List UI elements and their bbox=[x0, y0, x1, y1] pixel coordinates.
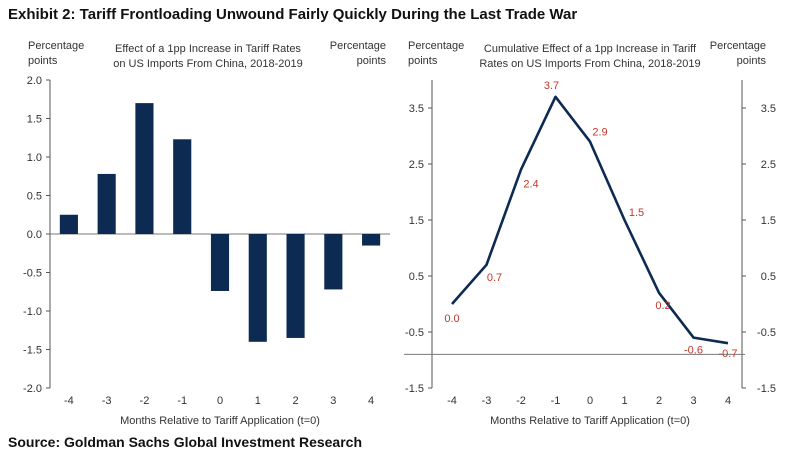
bar bbox=[59, 214, 78, 234]
line-ytick-label-right: 0.5 bbox=[761, 271, 776, 283]
bar-xtick-label: -4 bbox=[64, 395, 74, 407]
line-xtick-label: -3 bbox=[482, 395, 492, 407]
line-xtick-label: -1 bbox=[551, 395, 561, 407]
bar-ytick-label: 0.0 bbox=[27, 229, 42, 241]
bar-chart-title-line-2: on US Imports From China, 2018-2019 bbox=[113, 58, 303, 70]
bar-chart-ylabel-right-line-1: Percentage bbox=[330, 40, 386, 52]
line-ytick-label-right: 1.5 bbox=[761, 215, 776, 227]
line-xtick-label: -4 bbox=[447, 395, 457, 407]
line-chart-ylabel-right-line-1: Percentage bbox=[710, 40, 766, 52]
bar bbox=[286, 234, 305, 338]
bar-xtick-label: 2 bbox=[292, 395, 298, 407]
line-data-label: 2.9 bbox=[592, 127, 607, 139]
line-data-label: -0.6 bbox=[684, 345, 703, 357]
line-ytick-label-left: -1.5 bbox=[405, 383, 424, 395]
source-note: Source: Goldman Sachs Global Investment … bbox=[8, 434, 362, 450]
line-data-label: 1.5 bbox=[629, 207, 644, 219]
bar-ytick-label: 2.0 bbox=[27, 75, 42, 87]
bar-ytick-label: 1.0 bbox=[27, 152, 42, 164]
bar-xtick-label: 3 bbox=[330, 395, 336, 407]
bar-xtick-label: -3 bbox=[102, 395, 112, 407]
exhibit-title: Exhibit 2: Tariff Frontloading Unwound F… bbox=[8, 6, 578, 23]
bar-chart-ylabel-left-line-1: Percentage bbox=[28, 40, 84, 52]
line-ytick-label-right: -1.5 bbox=[757, 383, 776, 395]
line-xtick-label: 0 bbox=[587, 395, 593, 407]
bar bbox=[97, 173, 116, 234]
line-data-label: 0.2 bbox=[655, 300, 670, 312]
bar bbox=[362, 234, 381, 246]
bar-chart-xlabel: Months Relative to Tariff Application (t… bbox=[120, 415, 320, 427]
line-chart: Cumulative Effect of a 1pp Increase in T… bbox=[404, 40, 776, 427]
line-ytick-label-right: 2.5 bbox=[761, 159, 776, 171]
bar-chart-title-line-1: Effect of a 1pp Increase in Tariff Rates bbox=[115, 43, 301, 55]
bar-xtick-label: -2 bbox=[140, 395, 150, 407]
bar-chart: Effect of a 1pp Increase in Tariff Rates… bbox=[23, 40, 390, 427]
bar-ytick-label: -1.5 bbox=[23, 345, 42, 357]
line-data-label: 2.4 bbox=[523, 179, 538, 191]
bar bbox=[248, 234, 267, 342]
line-chart-xlabel: Months Relative to Tariff Application (t… bbox=[490, 415, 690, 427]
bar-chart-ylabel-right-line-2: points bbox=[357, 55, 387, 67]
line-chart-ylabel-right-line-2: points bbox=[737, 55, 767, 67]
line-ytick-label-left: 2.5 bbox=[409, 159, 424, 171]
line-ytick-label-left: 1.5 bbox=[409, 215, 424, 227]
bar-ytick-label: -0.5 bbox=[23, 268, 42, 280]
bar-ytick-label: 0.5 bbox=[27, 191, 42, 203]
line-data-label: 0.0 bbox=[444, 313, 459, 325]
bar bbox=[324, 234, 343, 290]
line-chart-ylabel-left-line-1: Percentage bbox=[408, 40, 464, 52]
bar-xtick-label: -1 bbox=[177, 395, 187, 407]
line-ytick-label-left: 3.5 bbox=[409, 103, 424, 115]
line-data-label: -0.7 bbox=[719, 348, 738, 360]
bar-ytick-label: -1.0 bbox=[23, 306, 42, 318]
bar-ytick-label: -2.0 bbox=[23, 383, 42, 395]
bar bbox=[173, 139, 192, 234]
line-ytick-label-right: 3.5 bbox=[761, 103, 776, 115]
line-xtick-label: 1 bbox=[621, 395, 627, 407]
line-chart-title-line-1: Cumulative Effect of a 1pp Increase in T… bbox=[484, 43, 697, 55]
bar-xtick-label: 1 bbox=[255, 395, 261, 407]
line-ytick-label-left: 0.5 bbox=[409, 271, 424, 283]
line-chart-ylabel-left-line-2: points bbox=[408, 55, 438, 67]
bar-xtick-label: 4 bbox=[368, 395, 374, 407]
line-xtick-label: -2 bbox=[516, 395, 526, 407]
bar-ytick-label: 1.5 bbox=[27, 114, 42, 126]
line-xtick-label: 4 bbox=[725, 395, 731, 407]
line-chart-title-line-2: Rates on US Imports From China, 2018-201… bbox=[479, 58, 700, 70]
line-data-label: 3.7 bbox=[544, 80, 559, 92]
bar-chart-ylabel-left-line-2: points bbox=[28, 55, 58, 67]
line-data-label: 0.7 bbox=[487, 272, 502, 284]
line-series bbox=[451, 95, 729, 345]
bar bbox=[210, 234, 230, 291]
line-ytick-label-right: -0.5 bbox=[757, 327, 776, 339]
bar bbox=[135, 103, 154, 234]
line-xtick-label: 3 bbox=[690, 395, 696, 407]
line-xtick-label: 2 bbox=[656, 395, 662, 407]
line-ytick-label-left: -0.5 bbox=[405, 327, 424, 339]
bar-xtick-label: 0 bbox=[217, 395, 223, 407]
